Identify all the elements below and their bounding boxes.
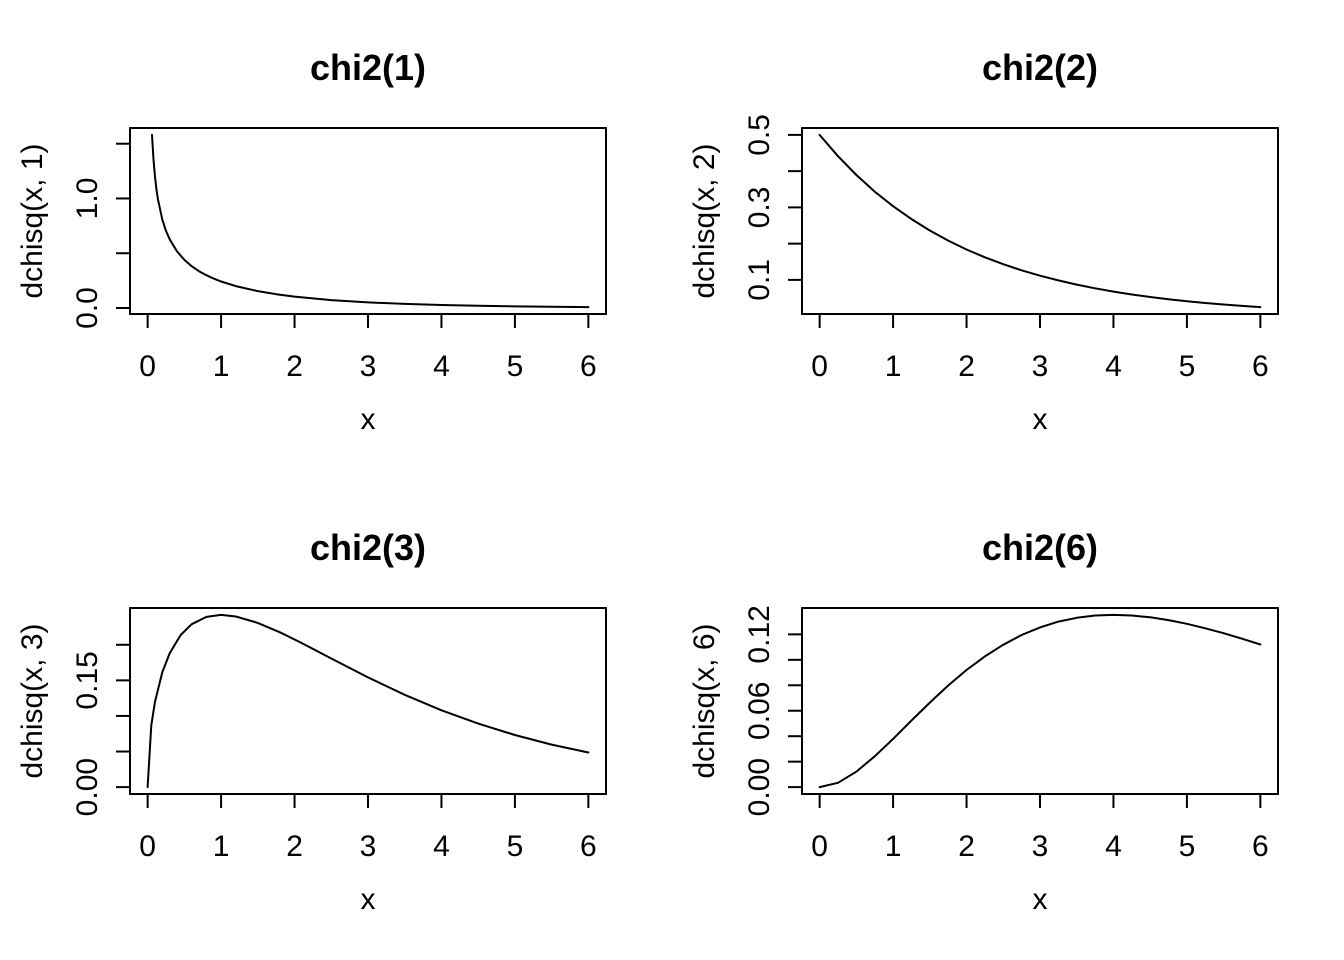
x-tick-label: 6: [580, 350, 597, 383]
panel-title: chi2(1): [309, 47, 427, 88]
y-tick-label: 0.1: [743, 259, 776, 301]
panel-title: chi2(2): [981, 47, 1099, 88]
x-tick-label: 0: [811, 830, 828, 863]
y-tick-label: 0.12: [743, 605, 776, 663]
x-tick-label: 1: [885, 830, 902, 863]
x-tick-label: 6: [1252, 830, 1269, 863]
panel-title: chi2(3): [309, 527, 427, 568]
y-tick-label: 0.0: [71, 287, 104, 329]
x-axis-title: x: [360, 403, 376, 436]
plot-box: [129, 607, 607, 795]
x-tick-label: 0: [811, 350, 828, 383]
x-axis-title: x: [360, 883, 376, 916]
plot-area: 0 1 2 3 4 5 6 0.00 0.06 0.12: [743, 605, 1279, 863]
panel-chi2-6: chi2(6) dchisq(x, 6) 0 1 2 3 4 5 6 0.00 0.06 0.12…: [672, 480, 1344, 960]
plot-box: [129, 127, 607, 315]
x-tick-label: 2: [958, 830, 975, 863]
plot-area: 0 1 2 3 4 5 6 0.00 0.15: [71, 607, 607, 863]
density-curve: [818, 133, 1262, 309]
x-axis-title: x: [1032, 883, 1048, 916]
panel-chi2-1: chi2(1) dchisq(x, 1) 0 1 2 3 4 5 6 0.0 1.0 x: [0, 0, 672, 480]
x-tick-label: 1: [885, 350, 902, 383]
x-tick-label: 3: [360, 830, 377, 863]
density-curve: [151, 133, 590, 309]
x-tick-label: 5: [1179, 830, 1196, 863]
panel-title: chi2(6): [981, 527, 1099, 568]
density-curve: [818, 613, 1262, 789]
panel-chi2-3: chi2(3) dchisq(x, 3) 0 1 2 3 4 5 6 0.00 0.15 x: [0, 480, 672, 960]
x-tick-label: 4: [1105, 350, 1122, 383]
x-tick-label: 2: [958, 350, 975, 383]
x-tick-label: 3: [1032, 830, 1049, 863]
plot-area: 0 1 2 3 4 5 6 0.0 1.0: [71, 127, 607, 383]
x-tick-label: 3: [360, 350, 377, 383]
x-tick-label: 6: [1252, 350, 1269, 383]
x-tick-label: 4: [433, 830, 450, 863]
y-tick-label: 0.3: [743, 187, 776, 229]
plot-box: [801, 127, 1279, 315]
x-tick-label: 4: [433, 350, 450, 383]
x-tick-label: 0: [139, 830, 156, 863]
x-tick-label: 6: [580, 830, 597, 863]
x-tick-label: 3: [1032, 350, 1049, 383]
y-tick-label: 1.0: [71, 178, 104, 220]
y-tick-label: 0.06: [743, 682, 776, 740]
x-tick-label: 2: [286, 830, 303, 863]
density-curve: [146, 613, 590, 789]
plot-area: 0 1 2 3 4 5 6 0.1 0.3 0.5: [743, 114, 1279, 383]
x-tick-label: 1: [213, 350, 230, 383]
y-tick-label: 0.15: [71, 651, 104, 709]
y-tick-label: 0.00: [743, 758, 776, 816]
x-axis-title: x: [1032, 403, 1048, 436]
panel-chi2-2: chi2(2) dchisq(x, 2) 0 1 2 3 4 5 6 0.1 0.3 0.5 x: [672, 0, 1344, 480]
x-tick-label: 5: [507, 350, 524, 383]
x-tick-label: 5: [507, 830, 524, 863]
y-tick-label: 0.00: [71, 758, 104, 816]
plot-box: [801, 607, 1279, 795]
y-tick-label: 0.5: [743, 114, 776, 156]
x-tick-label: 2: [286, 350, 303, 383]
x-tick-label: 1: [213, 830, 230, 863]
x-tick-label: 5: [1179, 350, 1196, 383]
x-tick-label: 0: [139, 350, 156, 383]
x-tick-label: 4: [1105, 830, 1122, 863]
